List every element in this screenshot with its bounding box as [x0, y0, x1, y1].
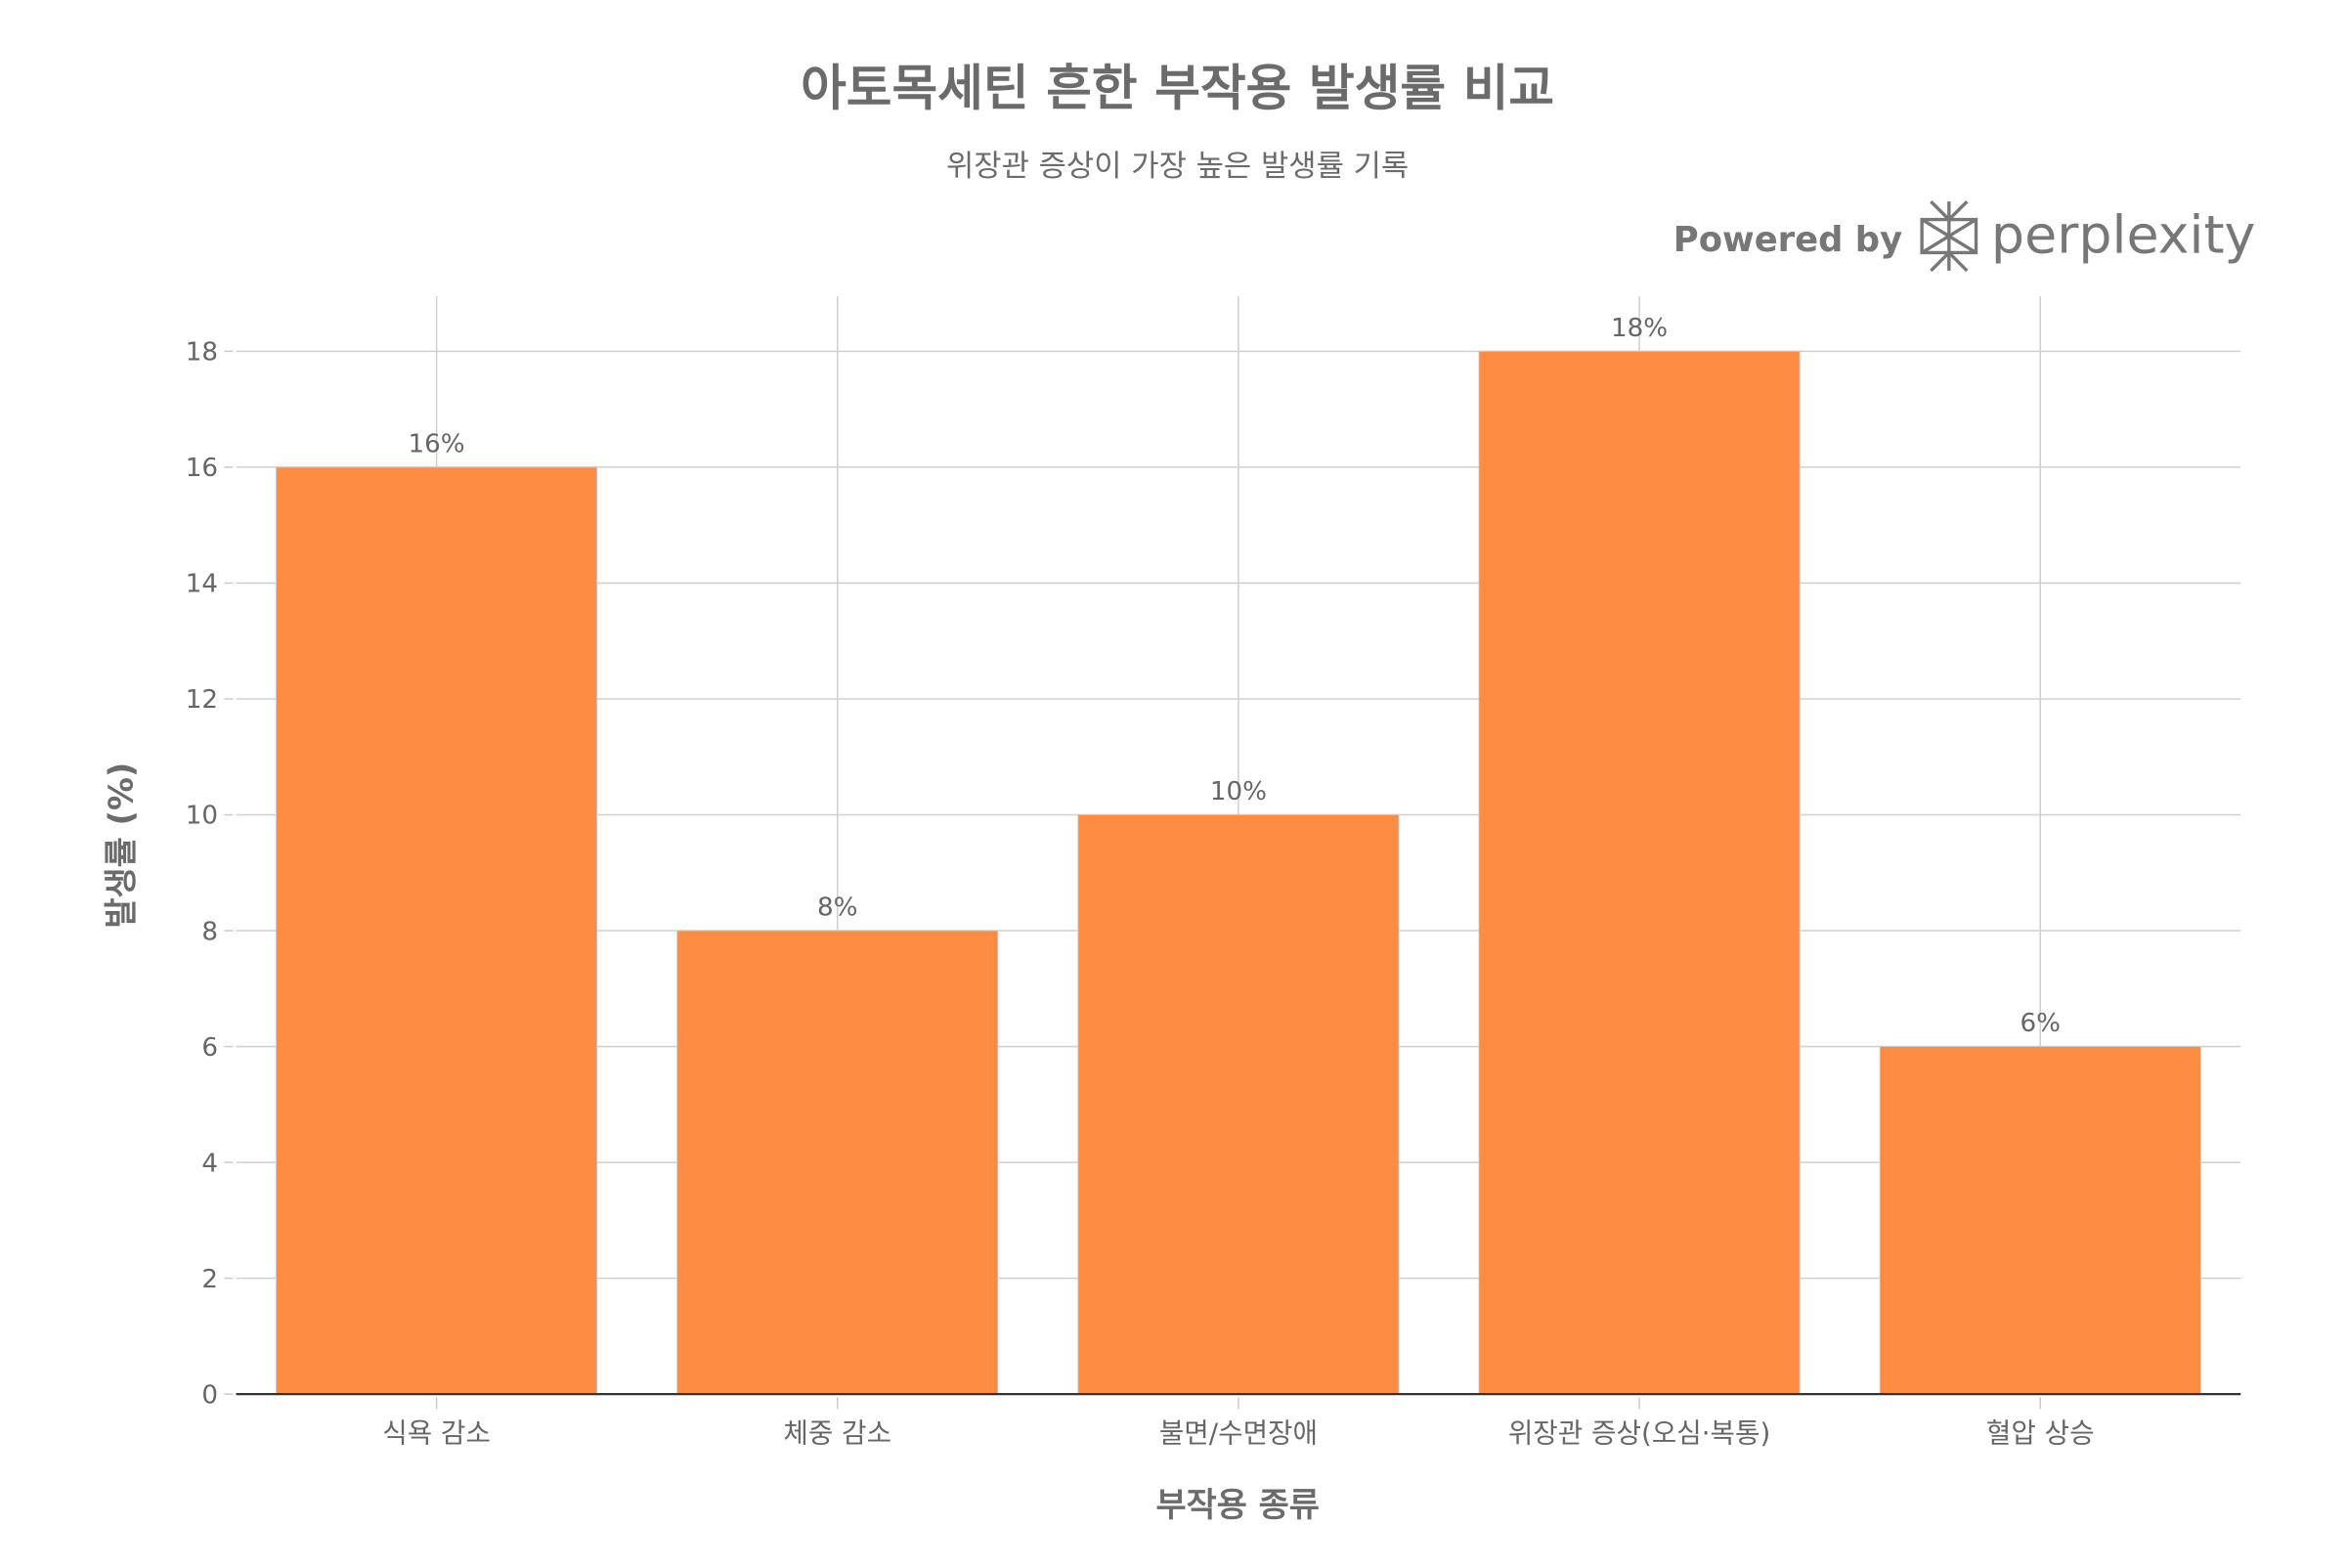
y-tick-label: 0 — [201, 1380, 218, 1410]
y-tick-label: 18 — [186, 338, 218, 368]
x-tick-label: 식욕 감소 — [382, 1416, 491, 1449]
y-tick-label: 4 — [201, 1149, 218, 1178]
powered-by-perplexity: Powered by perplexity — [1673, 199, 2255, 273]
data-label: 16% — [409, 430, 465, 459]
chart-subtitle: 위장관 증상이 가장 높은 발생률 기록 — [946, 149, 1409, 184]
data-label: 8% — [817, 893, 857, 923]
y-tick-label: 2 — [201, 1265, 218, 1294]
bar — [1478, 350, 1801, 1395]
y-tick-label: 10 — [186, 802, 218, 831]
powered-by-text: Powered by — [1673, 220, 1902, 260]
y-axis-label: 발생률 (%) — [102, 762, 140, 929]
data-label: 6% — [2020, 1009, 2060, 1038]
x-tick-label: 위장관 증상(오심·복통) — [1508, 1416, 1770, 1449]
bar — [676, 930, 999, 1395]
perplexity-logo-icon — [1920, 199, 1978, 273]
x-tick-label: 불면/수면장애 — [1159, 1416, 1318, 1449]
y-tick-label: 8 — [201, 917, 218, 946]
x-tick-label: 체중 감소 — [783, 1416, 891, 1449]
x-axis-label: 부작용 종류 — [1155, 1486, 1319, 1524]
bar — [276, 466, 598, 1395]
data-label: 18% — [1611, 314, 1668, 343]
bar — [1879, 1046, 2201, 1395]
y-tick-label: 12 — [186, 685, 218, 715]
bar — [1077, 814, 1400, 1395]
y-tick-label: 14 — [186, 570, 218, 599]
data-label: 10% — [1210, 777, 1267, 806]
y-tick-label: 16 — [186, 454, 218, 483]
x-tick-label: 혈압 상승 — [1986, 1416, 2095, 1449]
axes: 0 2 4 6 8 10 12 14 16 18 식욕 감소 체중 감소 불면/수면장애 위장관 증상(오… — [186, 338, 2241, 1449]
y-tick-label: 6 — [201, 1033, 218, 1063]
bars: 16% 8% 10% 18% 6% — [276, 314, 2201, 1395]
chart-title: 아토목세틴 흔한 부작용 발생률 비교 — [801, 60, 1554, 117]
perplexity-brand-text: perplexity — [1991, 203, 2255, 265]
